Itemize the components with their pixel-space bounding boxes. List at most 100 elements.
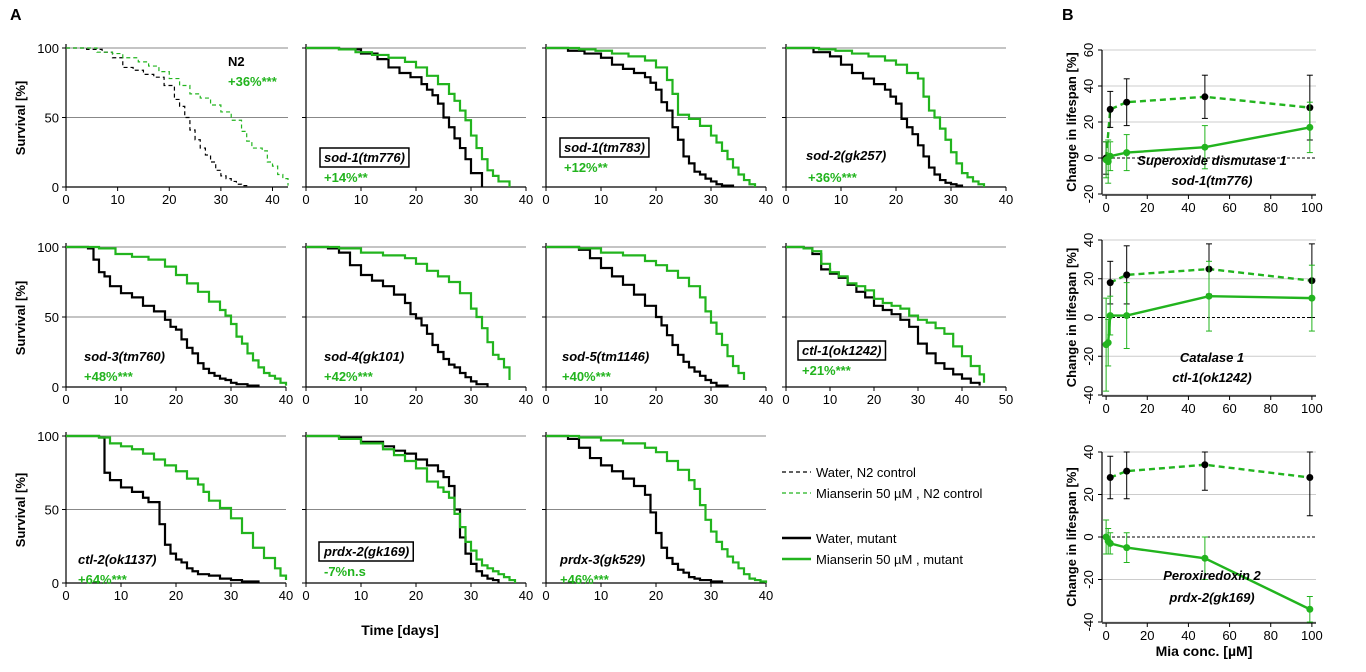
- x-tick-label: 40: [519, 392, 533, 407]
- x-tick-label: 20: [1140, 200, 1154, 215]
- x-tick-label: 40: [999, 192, 1013, 207]
- x-tick-label: 10: [354, 392, 368, 407]
- x-tick-label: 40: [519, 588, 533, 603]
- legend-label: Mianserin 50 µM , N2 control: [816, 486, 983, 501]
- x-tick-label: 30: [224, 392, 238, 407]
- strain-label: sod-5(tm1146): [562, 349, 649, 364]
- series-water-line: [66, 245, 260, 387]
- series-water-line: [306, 434, 500, 583]
- x-tick-label: 0: [542, 588, 549, 603]
- x-tick-label: 40: [955, 392, 969, 407]
- survival-axis-title: Survival [%]: [13, 81, 28, 155]
- strain-label: ctl-1(ok1242): [1172, 370, 1251, 385]
- mutant-point: [1123, 544, 1131, 552]
- y-tick-label: 50: [45, 111, 59, 126]
- strain-label: prdx-2(gk169): [1168, 590, 1254, 605]
- mutant-point: [1306, 605, 1314, 613]
- x-tick-label: 10: [823, 392, 837, 407]
- x-tick-label: 0: [302, 192, 309, 207]
- x-tick-label: 10: [834, 192, 848, 207]
- series-mianserin-line: [546, 46, 757, 187]
- x-tick-label: 0: [782, 392, 789, 407]
- mutant-point: [1201, 143, 1209, 151]
- x-tick-label: 40: [759, 192, 773, 207]
- x-tick-label: 10: [114, 392, 128, 407]
- x-tick-label: 30: [704, 588, 718, 603]
- x-tick-label: 0: [302, 588, 309, 603]
- effect-label: +36%***: [808, 170, 858, 185]
- x-tick-label: 20: [1140, 628, 1154, 643]
- x-tick-label: 40: [759, 588, 773, 603]
- x-tick-label: 40: [1181, 401, 1195, 416]
- control-point: [1106, 474, 1114, 481]
- mutant-point: [1106, 152, 1114, 160]
- survival-panel: 0 50 100 0 10 20 30 40 N2 +36%***: [37, 41, 289, 207]
- strain-label-box: [318, 541, 414, 562]
- series-mianserin-line: [546, 245, 746, 380]
- effect-label: +48%***: [84, 369, 134, 384]
- x-tick-label: 100: [1301, 401, 1323, 416]
- panel-label-a: A: [10, 7, 22, 24]
- survival-panel: 0 10 20 30 40 sod-5(tm1146) +40%***: [542, 243, 773, 407]
- y-tick-label: 0: [52, 180, 59, 195]
- series-mianserin-line: [786, 245, 986, 383]
- survival-panel: 0 10 20 30 40 sod-4(gk101) +42%***: [302, 243, 533, 407]
- control-point: [1106, 105, 1114, 113]
- x-tick-label: 20: [867, 392, 881, 407]
- x-tick-label: 10: [594, 192, 608, 207]
- mutant-point: [1306, 123, 1314, 131]
- effect-label: +12%**: [564, 160, 609, 175]
- x-tick-label: 40: [279, 588, 293, 603]
- series-mianserin-line: [66, 434, 288, 581]
- mutant-point: [1308, 294, 1316, 302]
- x-tick-label: 40: [1181, 200, 1195, 215]
- survival-panel: 0 50 100 0 10 20 30 40 sod-3(tm760) +48%***: [37, 240, 293, 407]
- panel-label-b: B: [1062, 7, 1074, 24]
- y-tick-label: -20: [1081, 347, 1096, 366]
- x-tick-label: 30: [704, 192, 718, 207]
- y-tick-label: 40: [1081, 79, 1096, 93]
- effect-label: +21%***: [802, 363, 852, 378]
- series-mianserin-line: [66, 245, 288, 386]
- x-tick-label: 0: [782, 192, 789, 207]
- x-tick-label: 100: [1301, 628, 1323, 643]
- x-tick-label: 0: [302, 392, 309, 407]
- y-tick-label: 0: [1081, 314, 1096, 321]
- control-point: [1123, 467, 1131, 475]
- x-tick-label: 30: [464, 192, 478, 207]
- strain-label: sod-4(gk101): [324, 349, 404, 364]
- survival-panel: 0 10 20 30 40 prdx-2(gk169) -7%n.s: [302, 432, 533, 603]
- series-water-line: [66, 434, 260, 583]
- mutant-point: [1201, 554, 1209, 562]
- control-series-line: [1109, 463, 1310, 479]
- y-tick-label: 0: [52, 576, 59, 591]
- x-tick-label: 80: [1263, 401, 1277, 416]
- series-mianserin-line: [66, 47, 289, 186]
- y-tick-label: 20: [1081, 115, 1096, 129]
- x-tick-label: 10: [594, 392, 608, 407]
- y-tick-label: 0: [1081, 154, 1096, 161]
- protein-name: Catalase 1: [1180, 350, 1244, 365]
- x-tick-label: 40: [1181, 628, 1195, 643]
- x-tick-label: 100: [1301, 200, 1323, 215]
- x-tick-label: 60: [1222, 401, 1236, 416]
- effect-label: +64%***: [78, 572, 128, 587]
- mia-axis-title: Mia conc. [µM]: [1156, 643, 1253, 659]
- survival-panel: 0 10 20 30 40 sod-1(tm776) +14%**: [302, 44, 533, 207]
- y-tick-label: 20: [1081, 272, 1096, 286]
- strain-label: sod-1(tm776): [1172, 173, 1253, 188]
- strain-label: sod-1(tm783): [564, 140, 645, 155]
- x-tick-label: 60: [1222, 628, 1236, 643]
- series-water-line: [786, 46, 964, 187]
- x-tick-label: 30: [911, 392, 925, 407]
- change-axis-title: Change in lifespan [%]: [1064, 248, 1079, 387]
- legend-label: Water, N2 control: [816, 465, 916, 480]
- y-tick-label: 40: [1081, 233, 1096, 247]
- protein-name: Superoxide dismutase 1: [1137, 153, 1287, 168]
- control-point: [1201, 461, 1209, 469]
- y-tick-label: 50: [45, 503, 59, 518]
- control-point: [1106, 279, 1114, 287]
- x-tick-label: 10: [110, 192, 124, 207]
- time-axis-title: Time [days]: [361, 622, 439, 638]
- y-tick-label: 50: [45, 310, 59, 325]
